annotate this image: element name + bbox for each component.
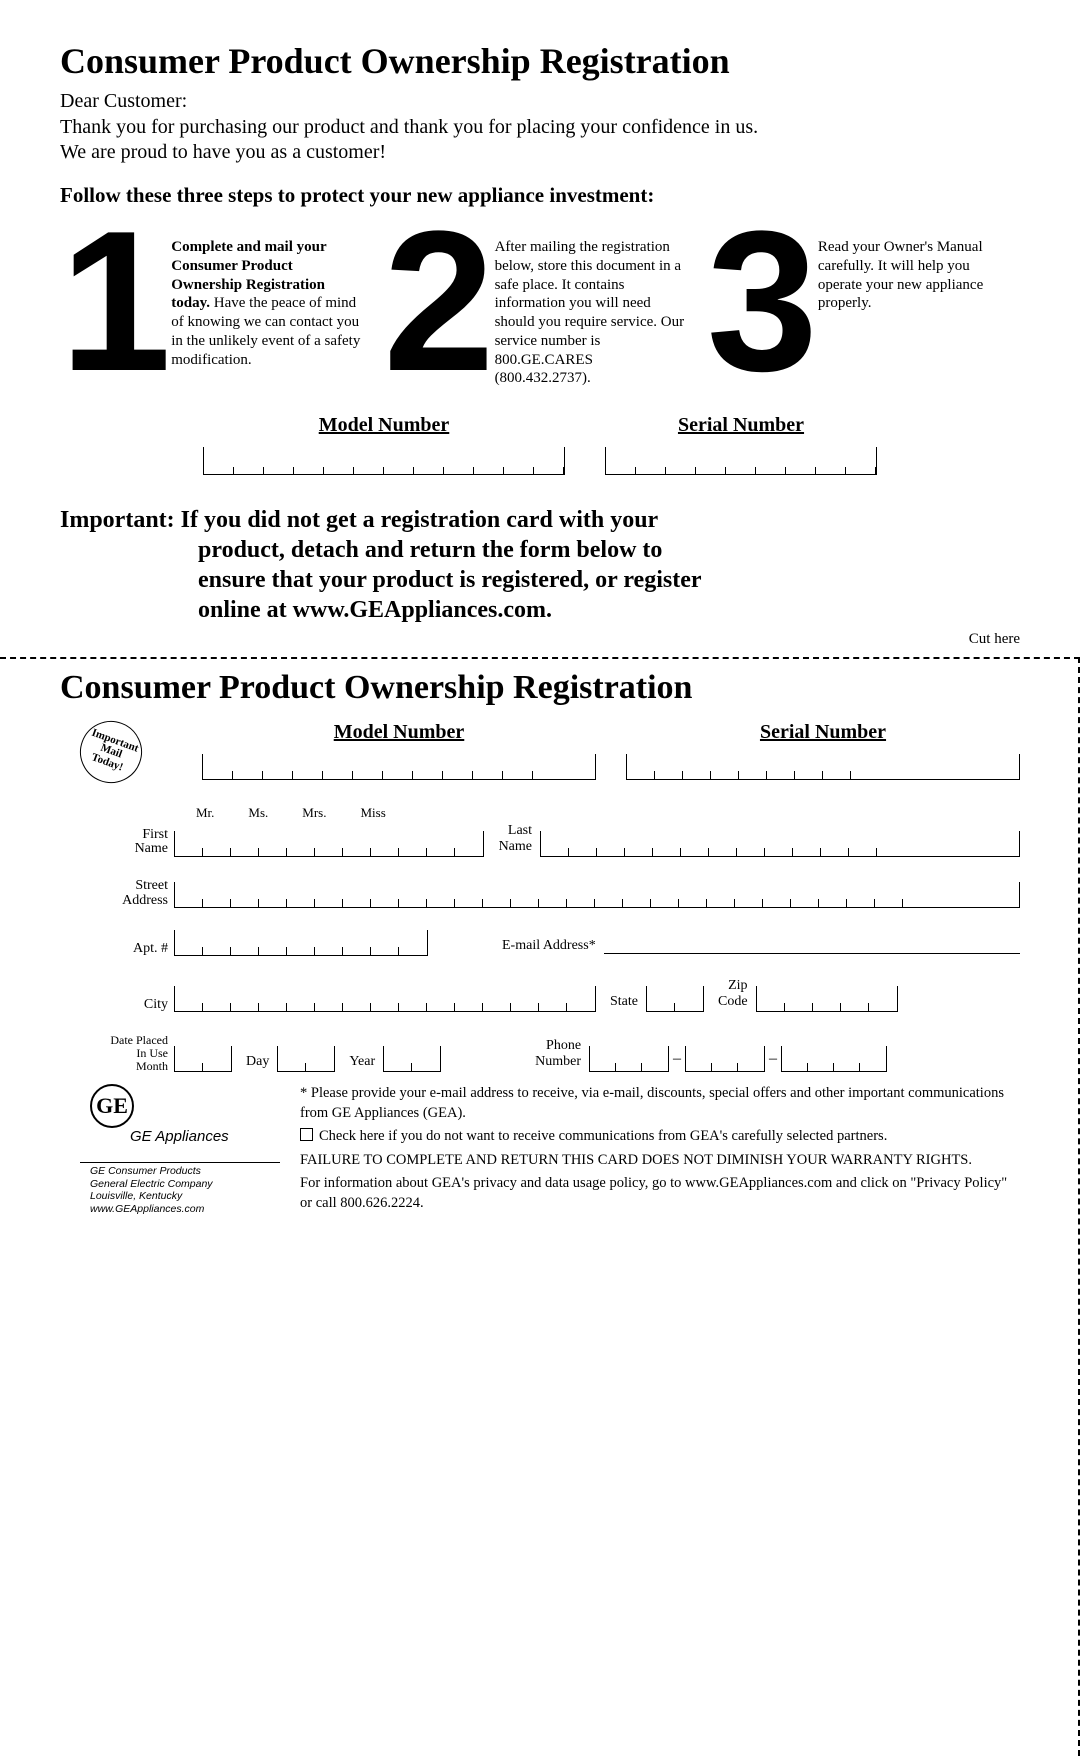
serial-label-form: Serial Number xyxy=(626,721,1020,744)
form-title: Consumer Product Ownership Registration xyxy=(60,669,1020,707)
model-label-top: Model Number xyxy=(203,414,565,437)
serial-block-form: Serial Number xyxy=(626,721,1020,780)
company-address: GE Consumer Products General Electric Co… xyxy=(90,1165,280,1215)
serial-label-top: Serial Number xyxy=(605,414,877,437)
form-top-row: Important Mail Today! Model Number Seria… xyxy=(60,721,1020,783)
step-3-number: 3 xyxy=(707,222,810,382)
year-input[interactable] xyxy=(383,1046,441,1072)
last-name-input[interactable] xyxy=(540,831,1020,857)
step-2-number: 2 xyxy=(383,222,486,382)
phone-dash-1: – xyxy=(669,1050,685,1072)
title-miss[interactable]: Miss xyxy=(361,805,386,821)
greeting: Dear Customer: xyxy=(60,90,1020,113)
model-block-top: Model Number xyxy=(203,414,565,475)
title-options: Mr. Ms. Mrs. Miss xyxy=(196,805,1020,821)
fine-p1: * Please provide your e-mail address to … xyxy=(300,1084,1020,1123)
form-footer: GE GE Appliances GE Consumer Products Ge… xyxy=(60,1084,1020,1215)
intro-text: Thank you for purchasing our product and… xyxy=(60,115,1020,165)
step-1-text: Complete and mail your Consumer Product … xyxy=(171,238,373,369)
steps-heading: Follow these three steps to protect your… xyxy=(60,183,1020,208)
brand-name: GE Appliances xyxy=(130,1128,229,1145)
cut-here-row: Cut here xyxy=(60,635,1020,653)
addr-l1: GE Consumer Products xyxy=(90,1165,280,1178)
page-title: Consumer Product Ownership Registration xyxy=(60,40,1020,82)
intro-line-1: Thank you for purchasing our product and… xyxy=(60,116,758,138)
month-input[interactable] xyxy=(174,1046,232,1072)
mail-today-stamp: Important Mail Today! xyxy=(71,712,150,791)
title-ms[interactable]: Ms. xyxy=(248,805,268,821)
step-2: 2 After mailing the registration below, … xyxy=(383,214,696,388)
registration-form: Mr. Ms. Mrs. Miss FirstName LastName Str… xyxy=(78,805,1020,1072)
last-name-label: LastName xyxy=(484,823,540,857)
year-label: Year xyxy=(335,1054,383,1072)
phone-dash-2: – xyxy=(765,1050,781,1072)
zip-input[interactable] xyxy=(756,986,898,1012)
date-label: Date PlacedIn UseMonth xyxy=(78,1034,174,1072)
serial-block-top: Serial Number xyxy=(605,414,877,475)
serial-boxes-top[interactable] xyxy=(605,447,877,475)
fine-print: * Please provide your e-mail address to … xyxy=(300,1084,1020,1215)
brand-block: GE GE Appliances GE Consumer Products Ge… xyxy=(60,1084,280,1215)
title-mrs[interactable]: Mrs. xyxy=(302,805,326,821)
addr-l2: General Electric Company xyxy=(90,1178,280,1191)
important-l1: If you did not get a registration card w… xyxy=(181,507,659,533)
serial-boxes-form[interactable] xyxy=(626,754,1020,780)
street-label: StreetAddress xyxy=(78,879,174,908)
important-lead: Important: xyxy=(60,507,181,533)
ge-monogram-icon: GE xyxy=(90,1084,134,1128)
first-name-input[interactable] xyxy=(174,831,484,857)
street-input[interactable] xyxy=(174,882,1020,908)
email-label: E-mail Address* xyxy=(488,938,604,956)
phone-prefix-input[interactable] xyxy=(685,1046,765,1072)
model-serial-top: Model Number Serial Number xyxy=(60,414,1020,475)
cut-line-horizontal xyxy=(0,657,1080,659)
apt-label: Apt. # xyxy=(78,942,174,957)
state-label: State xyxy=(596,994,646,1012)
zip-label: ZipCode xyxy=(704,978,756,1012)
city-label: City xyxy=(78,998,174,1013)
addr-l4: www.GEAppliances.com xyxy=(90,1203,280,1216)
step-1: 1 Complete and mail your Consumer Produc… xyxy=(60,214,373,388)
step-3-text: Read your Owner's Manual carefully. It w… xyxy=(818,238,1020,313)
steps-row: 1 Complete and mail your Consumer Produc… xyxy=(60,214,1020,388)
model-boxes-top[interactable] xyxy=(203,447,565,475)
title-mr[interactable]: Mr. xyxy=(196,805,214,821)
phone-line-input[interactable] xyxy=(781,1046,887,1072)
step-3: 3 Read your Owner's Manual carefully. It… xyxy=(707,214,1020,388)
day-input[interactable] xyxy=(277,1046,335,1072)
state-input[interactable] xyxy=(646,986,704,1012)
city-input[interactable] xyxy=(174,986,596,1012)
apt-input[interactable] xyxy=(174,930,428,956)
addr-l3: Louisville, Kentucky xyxy=(90,1190,280,1203)
opt-out-checkbox[interactable] xyxy=(300,1128,319,1144)
email-input[interactable] xyxy=(604,936,1020,954)
model-label-form: Model Number xyxy=(202,721,596,744)
important-l3: ensure that your product is registered, … xyxy=(60,565,1020,595)
step-2-text: After mailing the registration below, st… xyxy=(495,238,697,388)
fine-p4: For information about GEA's privacy and … xyxy=(300,1174,1020,1213)
phone-label: PhoneNumber xyxy=(521,1038,589,1072)
fine-p3: FAILURE TO COMPLETE AND RETURN THIS CARD… xyxy=(300,1151,1020,1171)
important-l2: product, detach and return the form belo… xyxy=(60,535,1020,565)
phone-area-input[interactable] xyxy=(589,1046,669,1072)
step-1-number: 1 xyxy=(60,222,163,382)
brand-divider xyxy=(80,1162,280,1163)
model-boxes-form[interactable] xyxy=(202,754,596,780)
important-l4: online at www.GEAppliances.com. xyxy=(60,595,1020,625)
model-block-form: Model Number xyxy=(202,721,596,780)
intro-line-2: We are proud to have you as a customer! xyxy=(60,141,386,163)
fine-p2: Check here if you do not want to receive… xyxy=(319,1128,887,1144)
day-label: Day xyxy=(232,1054,277,1072)
important-notice: Important: If you did not get a registra… xyxy=(60,505,1020,625)
first-name-label: FirstName xyxy=(78,828,174,857)
cut-here-label: Cut here xyxy=(969,631,1020,648)
